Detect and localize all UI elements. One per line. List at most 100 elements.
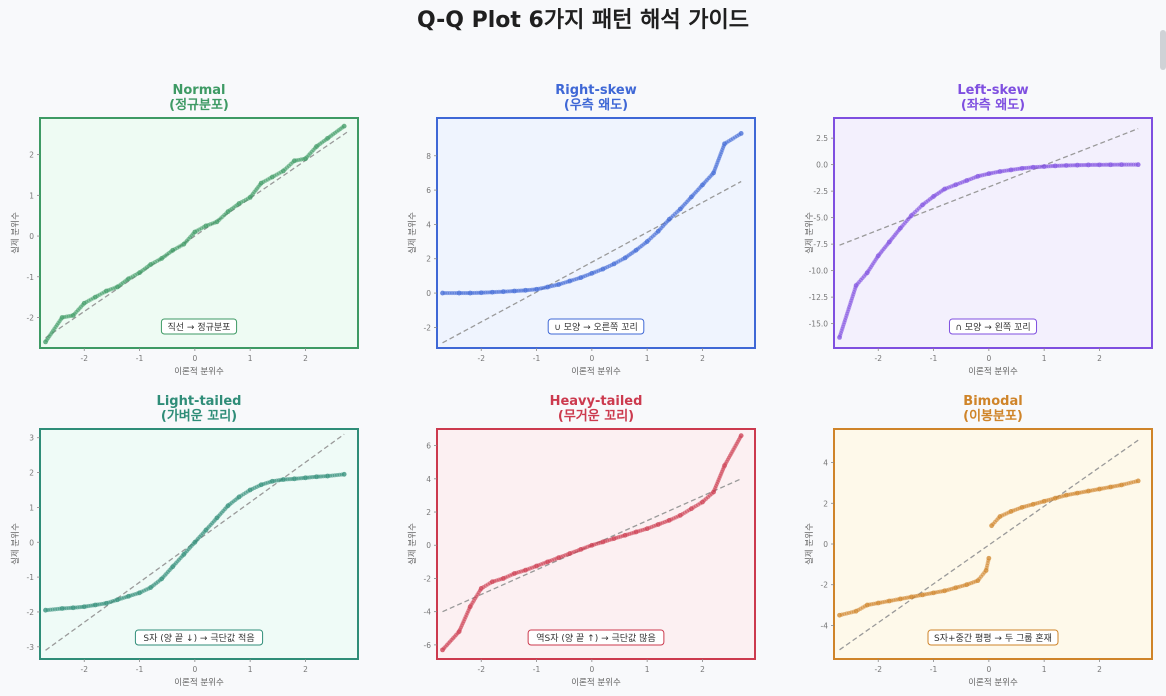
y-tick-label: -2 bbox=[27, 313, 35, 322]
data-point bbox=[500, 289, 506, 295]
annotation-box bbox=[527, 629, 665, 646]
annotation-label: ∩ 모양 → 왼쪽 꼬리 bbox=[955, 322, 1030, 333]
x-tick-label: -1 bbox=[136, 665, 144, 674]
x-tick-label: 2 bbox=[1097, 354, 1102, 363]
x-tick-label: 2 bbox=[700, 354, 705, 363]
data-point bbox=[1097, 162, 1102, 168]
plot-area bbox=[833, 117, 1153, 349]
data-point bbox=[655, 228, 661, 234]
data-point bbox=[997, 169, 1003, 174]
data-point bbox=[341, 471, 347, 477]
x-tick-label: -1 bbox=[930, 354, 938, 363]
data-point bbox=[236, 201, 242, 206]
reference-line bbox=[442, 180, 742, 344]
qq-panel-left-skew: Left-skew(좌측 왜도) -2 -1 0 1 2 -15.0 -12.5 -10.0 -7… bbox=[804, 83, 1153, 377]
y-tick-label: -2 bbox=[424, 323, 432, 332]
data-point bbox=[81, 604, 87, 610]
data-point bbox=[489, 579, 495, 585]
data-point bbox=[192, 539, 198, 545]
data-point bbox=[655, 522, 661, 527]
data-point bbox=[666, 216, 672, 222]
data-point bbox=[1030, 501, 1036, 507]
data-point bbox=[456, 629, 462, 634]
data-point bbox=[578, 275, 584, 281]
data-point bbox=[1135, 478, 1141, 484]
data-point bbox=[303, 156, 308, 162]
x-tick-label: 0 bbox=[986, 354, 991, 363]
data-point bbox=[159, 576, 165, 582]
reference-line bbox=[45, 131, 348, 339]
data-point bbox=[1135, 162, 1141, 168]
data-point bbox=[92, 294, 98, 300]
data-point bbox=[1030, 164, 1036, 170]
annotation-label: 역S자 (양 끝 ↑) → 극단값 많음 bbox=[536, 632, 656, 644]
panel-title-ko: (좌측 왜도) bbox=[961, 97, 1025, 113]
data-point bbox=[258, 482, 264, 488]
data-point bbox=[545, 284, 551, 290]
y-tick-label: -1 bbox=[27, 573, 35, 582]
data-point bbox=[103, 288, 109, 294]
x-axis-label: 이론적 분위수 bbox=[571, 677, 621, 688]
data-point bbox=[689, 194, 694, 200]
panel-title-en: Light-tailed bbox=[157, 394, 242, 409]
qq-panel-light-tailed: Light-tailed(가벼운 꼬리) -2 -1 0 1 2 -3 -2 -1 0 1 2 3 이론적… bbox=[10, 394, 359, 688]
annotation-box bbox=[547, 318, 645, 335]
y-tick-label: -7.5 bbox=[813, 240, 828, 249]
plot-area bbox=[833, 428, 1153, 660]
data-point bbox=[467, 604, 473, 610]
data-point bbox=[1097, 486, 1102, 492]
y-tick-label: -10.0 bbox=[809, 267, 829, 276]
data-point bbox=[236, 494, 242, 500]
reference-line bbox=[839, 439, 1139, 651]
data-point bbox=[478, 290, 484, 296]
y-tick-label: -4 bbox=[821, 621, 829, 630]
scrollbar-thumb[interactable] bbox=[1160, 30, 1166, 70]
x-tick-label: 2 bbox=[1097, 665, 1102, 674]
x-tick-label: 1 bbox=[645, 354, 650, 363]
data-point bbox=[269, 478, 275, 484]
x-tick-label: -1 bbox=[930, 665, 938, 674]
x-tick-label: -2 bbox=[478, 354, 486, 363]
data-point bbox=[1019, 504, 1025, 510]
data-point bbox=[931, 194, 936, 199]
x-tick-label: -1 bbox=[533, 354, 541, 363]
data-point bbox=[853, 283, 859, 288]
data-point bbox=[280, 168, 286, 174]
data-point bbox=[556, 555, 562, 561]
x-axis-label: 이론적 분위수 bbox=[571, 366, 621, 377]
data-point bbox=[567, 278, 573, 284]
data-point bbox=[70, 313, 76, 318]
data-point bbox=[633, 247, 639, 253]
data-point bbox=[953, 182, 959, 188]
data-point bbox=[556, 282, 562, 287]
data-point bbox=[1019, 165, 1025, 171]
data-point bbox=[986, 171, 992, 177]
data-point bbox=[325, 473, 330, 479]
data-point bbox=[126, 593, 131, 599]
y-tick-label: -15.0 bbox=[809, 320, 829, 329]
data-point bbox=[523, 287, 528, 293]
panel-title-ko: (가벼운 꼬리) bbox=[161, 408, 237, 424]
data-point bbox=[81, 300, 87, 306]
data-point bbox=[203, 223, 209, 229]
annotation-label: ∪ 모양 → 오른쪽 꼬리 bbox=[554, 322, 638, 333]
data-point bbox=[886, 598, 892, 604]
data-point bbox=[170, 564, 176, 570]
x-tick-label: -1 bbox=[136, 354, 144, 363]
panel-title-en: Bimodal bbox=[963, 394, 1022, 409]
data-point bbox=[853, 608, 859, 614]
data-point bbox=[897, 596, 903, 602]
data-point bbox=[523, 567, 528, 573]
annotation-box bbox=[948, 318, 1038, 335]
data-point bbox=[292, 158, 297, 164]
data-point bbox=[931, 590, 936, 596]
y-tick-label: 6 bbox=[426, 442, 431, 451]
data-point bbox=[203, 527, 209, 533]
y-tick-label: 2.5 bbox=[816, 134, 828, 143]
data-point bbox=[137, 270, 142, 276]
data-point bbox=[440, 647, 445, 653]
annotation-label: 직선 → 정규분포 bbox=[168, 322, 231, 333]
data-point bbox=[280, 477, 286, 482]
data-point bbox=[500, 576, 506, 581]
